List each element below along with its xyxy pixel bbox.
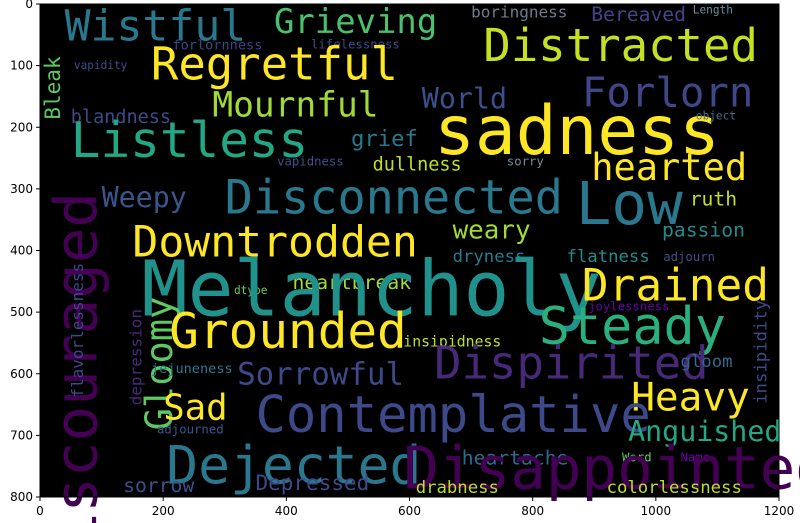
word-grief: grief [351,126,418,152]
word-grieving: Grieving [274,2,437,41]
y-tick-label: 300 [10,182,33,196]
word-sorrow: sorrow [123,474,194,497]
word-colorlessness: colorlessness [607,478,742,498]
word-world: World [422,82,507,115]
word-name: Name [681,450,711,464]
word-layer: Wistful Grieving boringness Bereaved Length D… [41,2,800,523]
word-adjourned: adjourned [157,423,224,437]
word-gloomy: Gloomy [138,297,181,431]
y-tick-label: 400 [10,244,33,258]
word-sorry: sorry [507,155,544,169]
y-tick-label: 600 [10,367,33,381]
word-forlorn: Forlorn [582,68,753,116]
word-disconnected: Disconnected [225,171,563,225]
word-sadness: sadness [434,91,720,170]
word-forlornness: forlornness [172,37,262,53]
word-hearted: hearted [591,146,747,189]
word-insipidness: insipidness [403,333,501,350]
x-tick-label: 0 [36,504,44,518]
x-tick-label: 800 [521,504,544,518]
word-distracted: Distracted [483,19,758,72]
word-listless: Listless [71,111,308,169]
word-joylessness: joylessness [588,299,669,313]
y-tick-label: 500 [10,305,33,319]
word-lifelessness: lifelessness [311,37,400,51]
word-heartache: heartache [462,447,569,470]
word-insipidity: insipidity [751,300,771,404]
word-flavorlessness: flavorlessness [68,263,87,398]
word-dtype: dtype [234,284,268,297]
word-melancholy: Melancholy [142,246,602,335]
word-low: Low [576,169,683,238]
word-passion: passion [662,218,745,241]
word-grounded: Grounded [169,302,406,360]
y-tick-label: 800 [10,490,33,504]
word-gloom: gloom [681,352,733,372]
word-flatness: flatness [567,247,650,267]
x-tick-label: 600 [398,504,421,518]
word-length: Length [693,3,733,16]
word-ruth: ruth [690,188,737,211]
word-bleak: Bleak [41,56,65,120]
word-weary: weary [453,216,531,246]
y-tick-label: 0 [25,0,33,11]
word-depression: depression [126,309,145,405]
y-tick-label: 200 [10,120,33,134]
word-sad: Sad [163,388,227,429]
word-bereaved: Bereaved [591,3,686,26]
word-vapidity: vapidity [74,59,128,72]
word-mournful: Mournful [212,86,378,126]
word-boringness: boringness [471,3,567,22]
word-word: Word [622,450,652,464]
word-drabness: drabness [416,478,499,498]
word-blandness: blandness [71,107,171,128]
word-wistful: Wistful [65,2,247,52]
x-tick-label: 1000 [641,504,672,518]
word-regretful: Regretful [151,38,398,91]
word-heartbreak: heartbreak [293,271,412,294]
word-dullness: dullness [373,155,462,176]
y-axis: 0 100 200 300 400 500 600 700 800 [10,0,40,504]
word-adjourn: adjourn [663,250,715,264]
word-dryness: dryness [453,247,526,267]
word-heavy: Heavy [631,374,750,420]
y-tick-label: 700 [10,428,33,442]
word-discouraged: Discouraged [41,192,110,523]
word-vapidness: vapidness [277,155,344,169]
word-downtrodden: Downtrodden [132,217,417,267]
word-weepy: Weepy [102,181,187,214]
word-disappointed: Disappointed [403,434,800,503]
word-dejected: Dejected [166,436,421,497]
word-depressed: Depressed [256,471,370,495]
plot-area [40,4,779,497]
y-tick-label: 100 [10,59,33,73]
x-tick-label: 200 [152,504,175,518]
word-object: object [696,109,736,122]
word-steady: Steady [539,297,726,357]
x-tick-label: 1200 [764,504,795,518]
x-tick-label: 400 [275,504,298,518]
word-drained: Drained [582,261,769,312]
x-axis: 0 200 400 600 800 1000 1200 [36,497,794,518]
word-anguished: Anguished [628,415,781,448]
word-sorrowful: Sorrowful [237,357,404,393]
word-dispirited: Dispirited [434,337,708,390]
word-jejuneness: jejuneness [151,361,233,377]
word-contemplative: Contemplative [256,385,651,444]
